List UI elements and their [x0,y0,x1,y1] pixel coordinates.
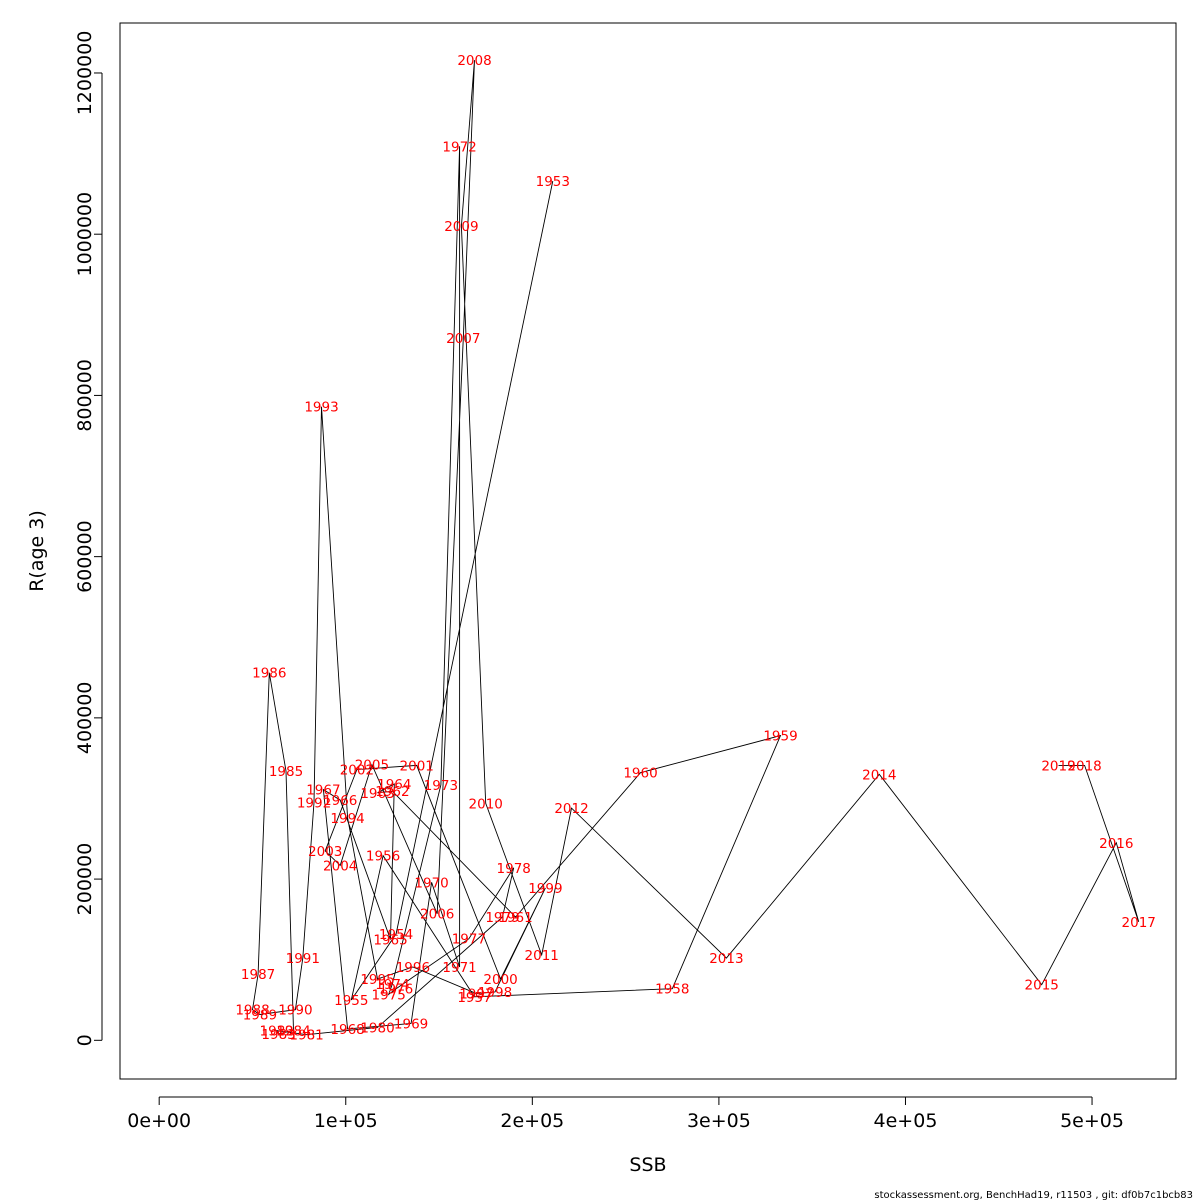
year-label-2008: 2008 [457,53,491,69]
year-label-1987: 1987 [241,967,275,983]
year-label-1967: 1967 [306,783,340,799]
year-label-1991: 1991 [286,951,320,967]
y-tick-label: 1200000 [74,31,96,116]
year-label-2013: 2013 [709,951,743,967]
year-label-1970: 1970 [414,875,448,891]
y-tick-label: 1000000 [74,192,96,277]
year-label-1965: 1965 [373,933,407,949]
year-label-2016: 2016 [1099,836,1133,852]
year-label-2002: 2002 [340,763,374,779]
x-tick-label: 3e+05 [687,1110,751,1132]
year-label-2007: 2007 [446,331,480,347]
x-tick-label: 1e+05 [314,1110,378,1132]
year-label-1983: 1983 [261,1027,295,1043]
year-label-1957: 1957 [457,990,491,1006]
year-label-1958: 1958 [655,982,689,998]
year-label-2011: 2011 [525,948,559,964]
y-tick-label: 0 [74,1034,96,1046]
year-label-1978: 1978 [497,861,531,877]
x-tick-label: 4e+05 [874,1110,938,1132]
year-label-1956: 1956 [366,849,400,865]
year-label-1960: 1960 [623,766,657,782]
year-label-2015: 2015 [1025,978,1059,994]
year-label-2005: 2005 [355,758,389,774]
year-label-2019: 2019 [1041,758,1075,774]
year-label-2017: 2017 [1122,915,1156,931]
x-axis: 0e+00 1e+05 2e+05 3e+05 4e+05 5e+05 [127,1096,1124,1132]
series-path [252,60,1140,1036]
point-labels: 1953 1954 1955 1956 1957 1958 1959 1960 1961 1962… [235,53,1156,1044]
year-label-1961: 1961 [498,910,532,926]
year-label-2000: 2000 [483,972,517,988]
year-label-1962: 1962 [375,784,409,800]
year-label-1996: 1996 [396,960,430,976]
year-label-1982: 1982 [260,1024,294,1040]
y-axis-title: R(age 3) [26,510,48,592]
y-tick-label: 400000 [74,682,96,755]
year-label-1990: 1990 [278,1003,312,1019]
year-label-1964: 1964 [377,777,411,793]
year-label-1968: 1968 [330,1022,364,1038]
year-label-1976: 1976 [379,982,413,998]
year-label-1975: 1975 [372,987,406,1003]
year-label-1995: 1995 [360,972,394,988]
year-label-1980: 1980 [360,1020,394,1036]
year-label-1994: 1994 [330,811,364,827]
year-label-2012: 2012 [554,801,588,817]
stock-recruitment-line [252,60,1140,1036]
year-label-1989: 1989 [243,1008,277,1024]
year-label-2009: 2009 [444,219,478,235]
x-tick-label: 2e+05 [500,1110,564,1132]
year-label-1969: 1969 [394,1016,428,1032]
year-label-2014: 2014 [862,767,896,783]
year-label-1986: 1986 [252,666,286,682]
year-label-1993: 1993 [304,400,338,416]
x-tick-label: 0e+00 [127,1110,191,1132]
year-label-1966: 1966 [323,793,357,809]
year-label-1963: 1963 [360,786,394,802]
year-label-1984: 1984 [276,1024,310,1040]
year-label-1974: 1974 [375,977,409,993]
year-label-2018: 2018 [1067,758,1101,774]
plot-frame [119,22,1177,1080]
year-label-1972: 1972 [442,139,476,155]
year-label-1959: 1959 [763,729,797,745]
year-label-1953: 1953 [536,174,570,190]
year-label-1977: 1977 [452,932,486,948]
year-label-2003: 2003 [308,844,342,860]
year-label-1999: 1999 [528,881,562,897]
year-label-1998: 1998 [478,985,512,1001]
footer-credit: stockassessment.org, BenchHad19, r11503 … [874,1190,1193,1200]
year-label-1988: 1988 [235,1003,269,1019]
x-axis-title: SSB [629,1154,666,1176]
year-label-1992: 1992 [297,796,331,812]
year-label-1981: 1981 [289,1028,323,1044]
x-tick-label: 5e+05 [1060,1110,1124,1132]
y-tick-label: 600000 [74,520,96,593]
y-tick-label: 200000 [74,843,96,916]
year-label-2010: 2010 [469,796,503,812]
year-label-1971: 1971 [442,960,476,976]
year-label-1979: 1979 [485,910,519,926]
year-label-1954: 1954 [379,927,413,943]
year-label-1997: 1997 [459,987,493,1003]
year-label-2001: 2001 [400,758,434,774]
y-axis: 0 200000 400000 600000 800000 1000000 1200000 [74,31,103,1046]
year-label-1973: 1973 [424,778,458,794]
year-label-2006: 2006 [420,907,454,923]
year-label-2004: 2004 [323,858,357,874]
year-label-1985: 1985 [269,764,303,780]
y-tick-label: 800000 [74,359,96,432]
year-label-1955: 1955 [334,993,368,1009]
